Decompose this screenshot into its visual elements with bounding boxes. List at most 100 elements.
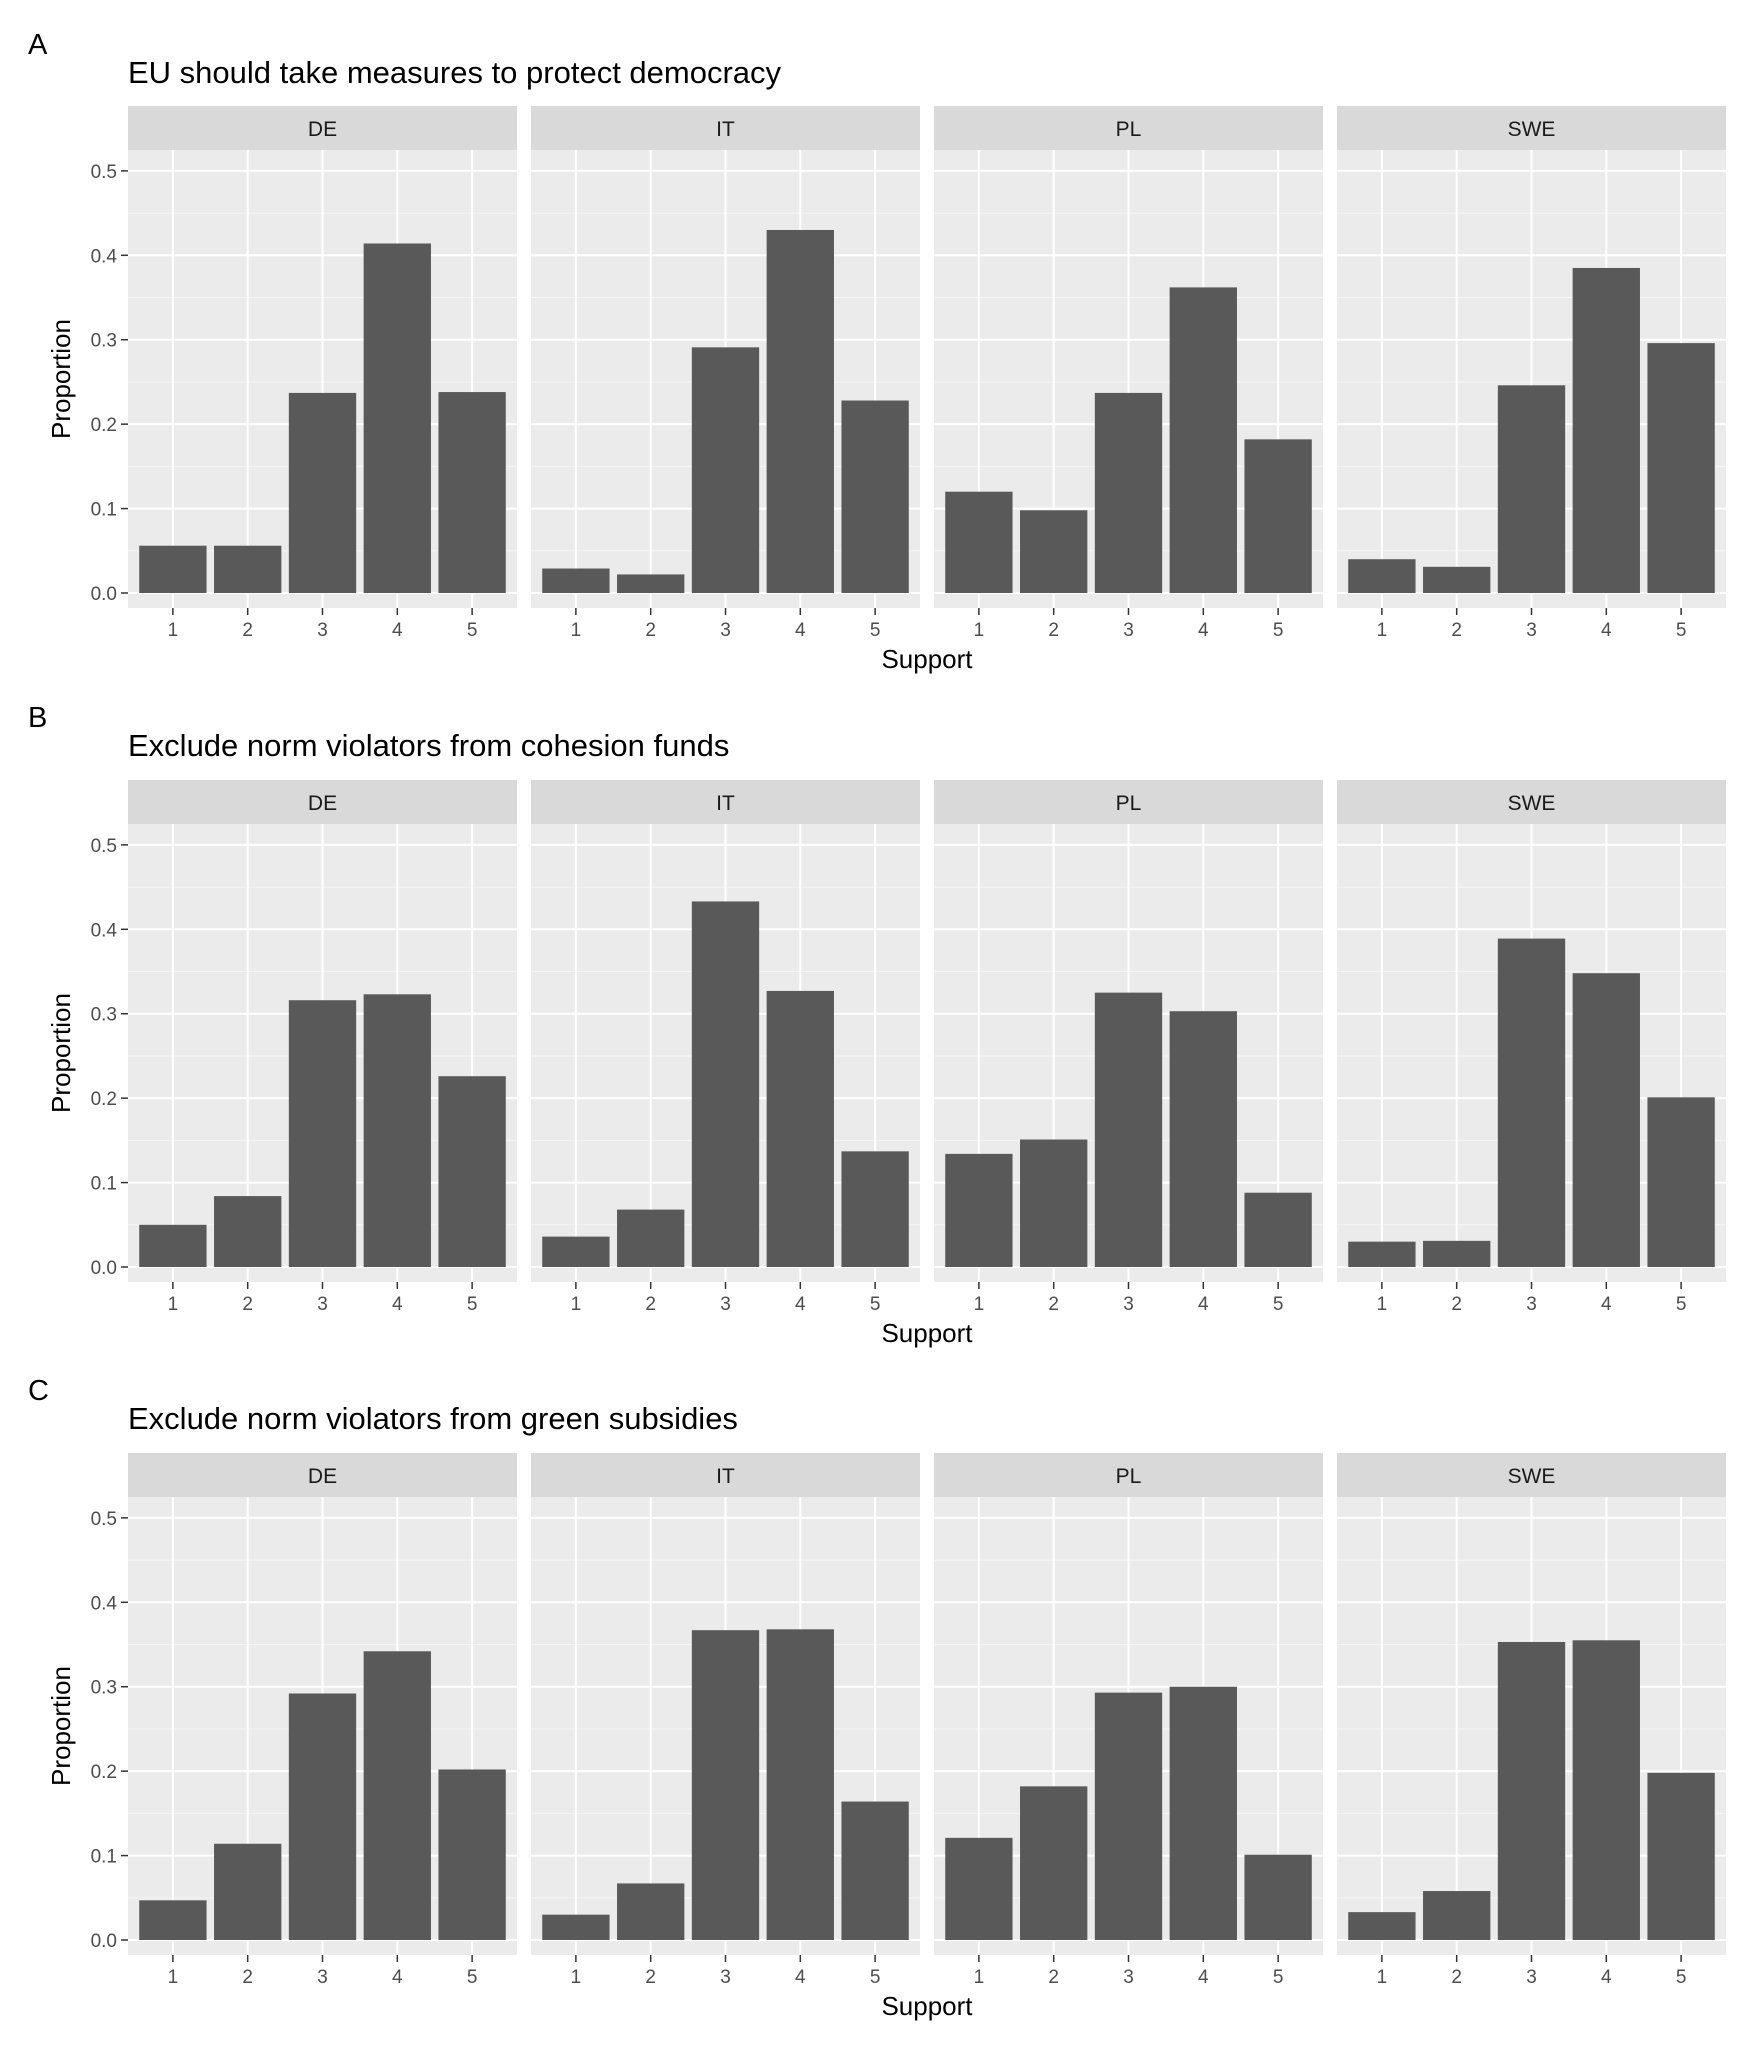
bar-de-2 [214, 1196, 282, 1267]
bar-swe-4 [1572, 267, 1640, 593]
bar-pl-5 [1244, 439, 1312, 593]
facet-pl: PL 1 2 3 4 5 [934, 780, 1323, 1315]
bar-it-5 [841, 1801, 909, 1940]
bar-de-5 [438, 1769, 506, 1940]
x-tick-label: 4 [392, 1967, 403, 1988]
bar-it-5 [841, 400, 909, 593]
x-tick-label: 3 [1123, 1294, 1134, 1315]
bar-pl-2 [1020, 510, 1088, 593]
x-tick-label: 1 [168, 1294, 179, 1315]
bar-swe-5 [1647, 343, 1715, 593]
facet-strip-label: IT [716, 792, 735, 815]
facet-strip-label: SWE [1508, 792, 1556, 815]
x-tick-label: 4 [1198, 620, 1209, 641]
facet-pl: PL 1 2 3 4 5 [934, 1453, 1323, 1988]
x-tick-label: 4 [795, 620, 806, 641]
y-tick-label: 0.5 [91, 1509, 117, 1530]
bar-it-3 [691, 347, 760, 593]
x-tick-label: 5 [870, 1294, 881, 1315]
bar-de-5 [438, 392, 506, 593]
bar-swe-3 [1497, 1641, 1566, 1940]
x-tick-label: 4 [1601, 1294, 1612, 1315]
panel-title: EU should take measures to protect democ… [128, 55, 782, 90]
facet-swe: SWE 1 2 3 4 5 [1337, 106, 1726, 641]
x-tick-label: 5 [467, 620, 478, 641]
x-tick-label: 3 [317, 620, 328, 641]
bar-it-1 [542, 1914, 610, 1940]
facet-strip-label: SWE [1508, 118, 1556, 141]
bar-swe-1 [1348, 1912, 1416, 1940]
bar-swe-3 [1497, 385, 1566, 593]
x-tick-label: 3 [1526, 1294, 1537, 1315]
bar-de-5 [438, 1076, 506, 1267]
x-tick-label: 5 [1676, 1967, 1687, 1988]
x-axis-title: Support [881, 1991, 973, 2021]
bar-it-2 [617, 1209, 685, 1267]
y-tick-label: 0.2 [91, 1762, 117, 1783]
bar-swe-2 [1423, 1891, 1491, 1940]
x-tick-label: 1 [1377, 1294, 1388, 1315]
bar-it-4 [766, 229, 834, 593]
bar-pl-4 [1169, 287, 1237, 593]
facet-de: DE 1 2 3 4 5 [128, 780, 517, 1315]
facet-strip [934, 106, 1323, 150]
facet-strip [128, 106, 517, 150]
x-tick-label: 1 [571, 620, 582, 641]
y-axis-title: Proportion [46, 993, 76, 1113]
x-tick-label: 4 [392, 620, 403, 641]
x-tick-label: 4 [1198, 1967, 1209, 1988]
panel-letter: C [28, 1375, 49, 1407]
panel-letter: A [28, 29, 48, 61]
x-tick-label: 5 [870, 620, 881, 641]
bar-de-4 [363, 994, 431, 1267]
bar-swe-4 [1572, 973, 1640, 1267]
facet-it: IT 1 2 3 4 5 [531, 780, 920, 1315]
bar-pl-5 [1244, 1192, 1312, 1267]
x-tick-label: 2 [1048, 1967, 1059, 1988]
facet-strip-label: PL [1116, 792, 1142, 815]
bar-de-1 [139, 1900, 207, 1940]
facet-strip [1337, 1453, 1726, 1497]
bar-it-1 [542, 568, 610, 593]
facet-strip-label: DE [308, 1465, 337, 1488]
y-tick-label: 0.5 [91, 162, 117, 183]
facet-de: DE 1 2 3 4 5 [128, 106, 517, 641]
x-tick-label: 2 [1451, 1967, 1462, 1988]
y-tick-label: 0.0 [91, 1258, 117, 1279]
y-axis-title: Proportion [46, 1666, 76, 1786]
y-tick-label: 0.3 [91, 1678, 117, 1699]
bar-de-3 [288, 1693, 357, 1940]
bar-it-4 [766, 1629, 834, 1940]
x-tick-label: 2 [242, 620, 253, 641]
bar-pl-3 [1094, 992, 1163, 1267]
bar-pl-3 [1094, 392, 1163, 593]
x-tick-label: 4 [392, 1294, 403, 1315]
panel-c: C Exclude norm violators from green subsi… [28, 1375, 1726, 2021]
facet-it: IT 1 2 3 4 5 [531, 1453, 920, 1988]
facet-strip [1337, 106, 1726, 150]
bar-swe-4 [1572, 1640, 1640, 1940]
x-tick-label: 2 [645, 1294, 656, 1315]
y-tick-label: 0.3 [91, 331, 117, 352]
x-tick-label: 1 [168, 620, 179, 641]
facet-strip [934, 1453, 1323, 1497]
bar-swe-1 [1348, 1241, 1416, 1267]
facet-strip-label: IT [716, 1465, 735, 1488]
bar-de-2 [214, 545, 282, 593]
x-tick-label: 5 [1273, 620, 1284, 641]
x-tick-label: 2 [1451, 620, 1462, 641]
x-tick-label: 1 [1377, 620, 1388, 641]
x-tick-label: 1 [974, 1294, 985, 1315]
bar-de-1 [139, 1224, 207, 1267]
y-tick-label: 0.5 [91, 836, 117, 857]
bar-de-4 [363, 243, 431, 593]
y-axis-title: Proportion [46, 319, 76, 439]
y-tick-label: 0.1 [91, 1174, 117, 1195]
x-tick-label: 5 [1676, 620, 1687, 641]
y-tick-label: 0.3 [91, 1005, 117, 1026]
x-tick-label: 1 [168, 1967, 179, 1988]
bar-pl-4 [1169, 1686, 1237, 1940]
x-tick-label: 3 [720, 620, 731, 641]
x-tick-label: 4 [1198, 1294, 1209, 1315]
y-tick-label: 0.0 [91, 1931, 117, 1952]
